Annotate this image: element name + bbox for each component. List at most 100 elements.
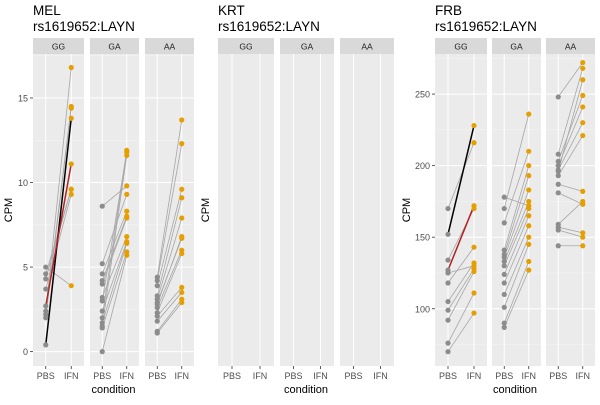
facet-panel-GA: GA PBS IFN <box>492 38 541 381</box>
point-ifn <box>68 103 74 110</box>
point-pbs <box>445 257 451 263</box>
point-ifn <box>179 117 185 123</box>
point-pbs <box>154 299 160 306</box>
point-ifn <box>124 149 130 155</box>
x-tick-label: PBS <box>284 371 302 381</box>
pair-line <box>503 208 530 266</box>
point-pbs <box>43 303 49 309</box>
point-pbs <box>154 328 160 334</box>
point-ifn <box>179 284 185 290</box>
point-ifn <box>580 132 586 139</box>
pair-line <box>557 122 584 171</box>
y-axis-label: CPM <box>200 198 212 222</box>
facet-strip <box>90 38 139 54</box>
point-ifn <box>580 104 586 110</box>
facet-strip-label: GA <box>301 42 314 52</box>
facet-strip <box>340 38 394 54</box>
x-axis-label: condition <box>284 384 328 396</box>
panel-background <box>218 54 274 366</box>
point-ifn <box>124 239 130 245</box>
point-ifn <box>179 247 185 253</box>
x-tick-label: IFN <box>175 371 190 381</box>
point-ifn <box>179 186 185 192</box>
facet-strip-label: AA <box>565 42 577 52</box>
y-tick-label: 0 <box>23 347 28 357</box>
point-ifn <box>471 244 477 250</box>
x-tick-label: IFN <box>373 371 388 381</box>
pair-line <box>156 253 183 313</box>
point-pbs <box>43 271 49 277</box>
point-ifn <box>580 65 586 71</box>
point-pbs <box>445 298 451 305</box>
point-ifn <box>580 77 586 83</box>
pair-line <box>101 251 128 329</box>
point-pbs <box>555 173 561 179</box>
point-ifn <box>68 64 74 71</box>
point-ifn <box>68 283 74 289</box>
point-pbs <box>43 342 49 348</box>
point-ifn <box>526 111 532 117</box>
x-tick-label: IFN <box>522 371 537 381</box>
pair-line <box>447 262 475 302</box>
point-pbs <box>555 221 561 227</box>
pair-line <box>101 155 128 327</box>
pair-line <box>156 238 183 303</box>
facet-strip <box>435 38 487 54</box>
pair-line <box>447 312 475 352</box>
pair-line <box>156 197 183 296</box>
x-tick-label: PBS <box>223 371 241 381</box>
pair-line <box>557 95 584 162</box>
x-tick-label: PBS <box>93 371 111 381</box>
x-axis-label: condition <box>91 384 135 396</box>
point-ifn <box>526 234 532 240</box>
point-pbs <box>154 310 160 316</box>
chart-title-line: rs1619652:LAYN <box>218 19 320 34</box>
point-ifn <box>580 59 586 66</box>
point-pbs <box>99 203 105 209</box>
point-pbs <box>43 308 49 314</box>
facet-panel-GG: GG PBS IFN <box>218 38 274 381</box>
pair-line <box>557 68 584 155</box>
point-ifn <box>68 186 74 192</box>
panel-background <box>492 54 541 366</box>
pair-line <box>558 183 583 192</box>
x-tick-label: PBS <box>549 371 567 381</box>
pair-line <box>101 243 128 323</box>
facet-panel-GA: GA PBS IFN <box>280 38 334 381</box>
point-ifn <box>580 234 586 240</box>
highlight-line <box>447 205 475 271</box>
point-pbs <box>99 261 105 267</box>
point-pbs <box>445 307 451 313</box>
pair-line <box>101 217 128 285</box>
pair-line <box>101 255 128 352</box>
y-tick-label: 10 <box>18 178 28 188</box>
point-pbs <box>99 298 105 304</box>
pair-line <box>156 143 183 281</box>
facet-panel-GG: GG PBS IFN <box>435 38 487 381</box>
point-pbs <box>43 276 49 282</box>
pair-line <box>503 189 530 258</box>
pair-line <box>101 216 128 281</box>
x-tick-label: PBS <box>344 371 362 381</box>
y-tick-label: 200 <box>415 161 430 171</box>
point-pbs <box>501 291 507 298</box>
point-pbs <box>445 270 451 276</box>
x-tick-label: IFN <box>576 371 591 381</box>
point-pbs <box>501 251 507 257</box>
x-tick-label: IFN <box>467 371 482 381</box>
pair-line <box>447 265 475 274</box>
point-pbs <box>99 323 105 329</box>
point-pbs <box>43 264 49 270</box>
point-pbs <box>555 94 561 100</box>
point-pbs <box>501 320 507 326</box>
x-tick-label: PBS <box>148 371 166 381</box>
point-pbs <box>99 349 105 355</box>
pair-line <box>557 201 584 225</box>
facet-strip-label: AA <box>361 42 373 52</box>
point-ifn <box>124 191 130 197</box>
pair-line <box>503 175 530 255</box>
highlight-line <box>45 163 72 307</box>
